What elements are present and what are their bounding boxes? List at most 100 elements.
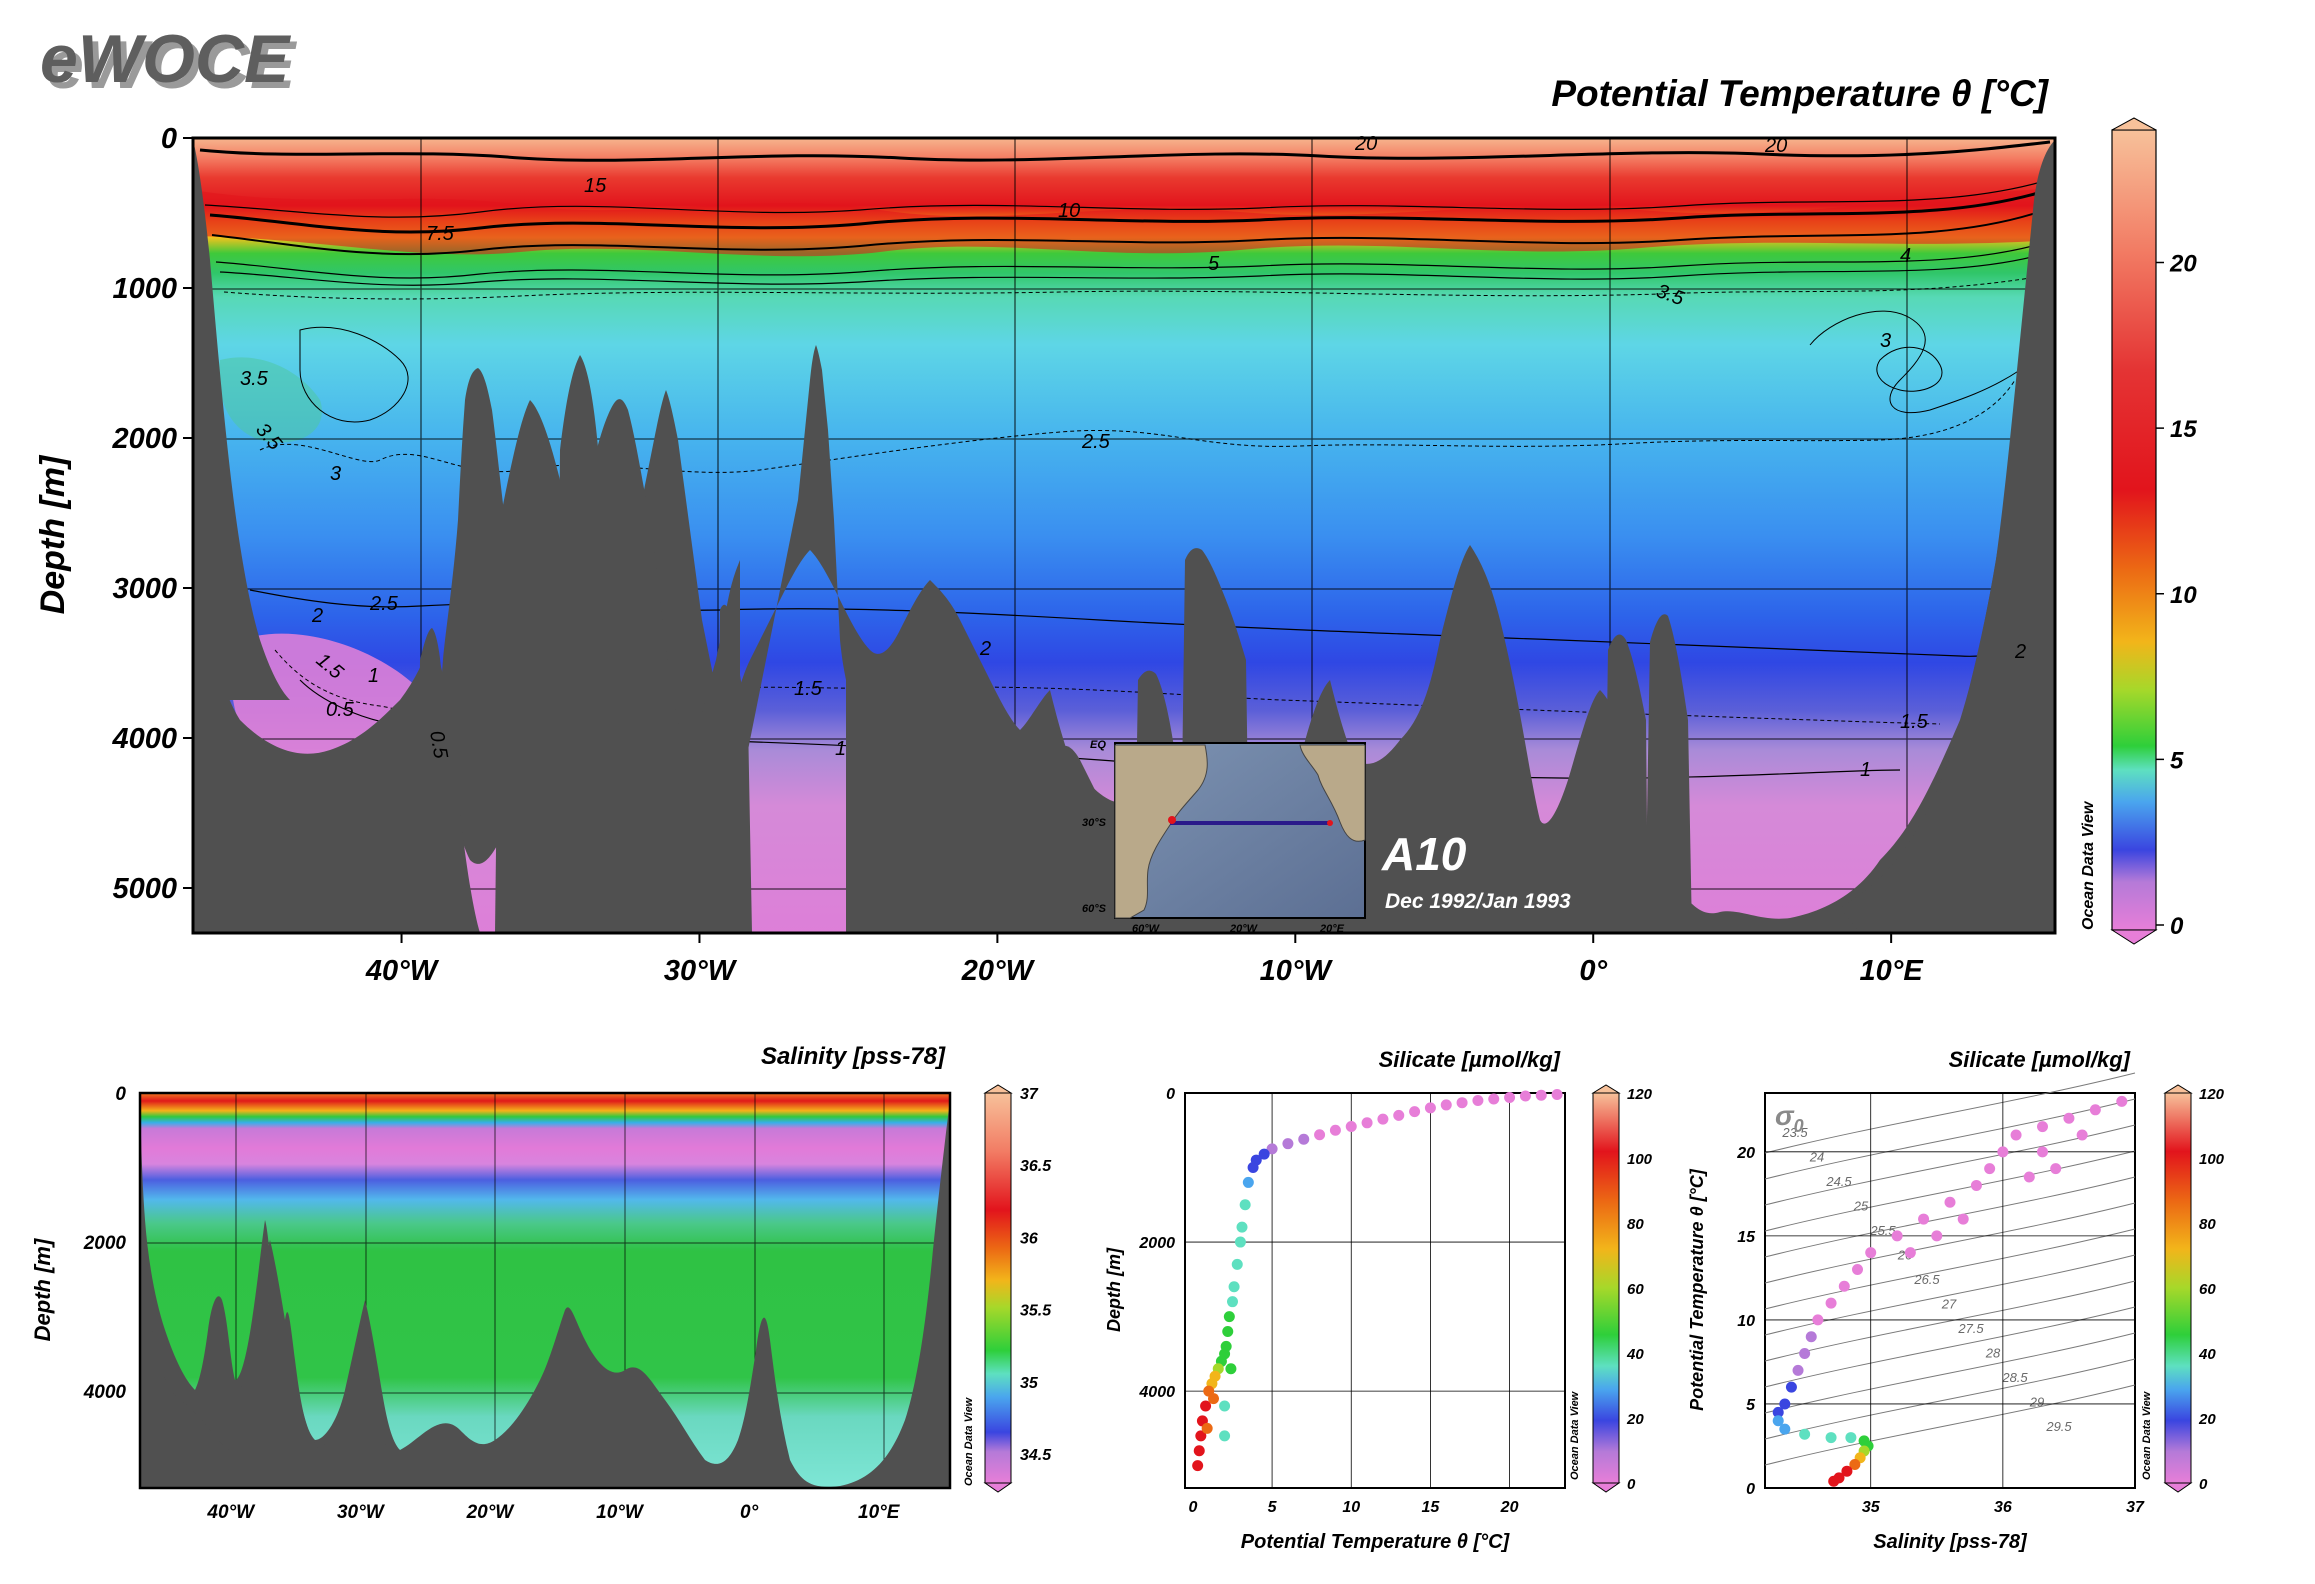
scatter2-colorbar-tick-label: 120 <box>2199 1086 2225 1103</box>
isopycnal-line <box>1764 1176 2136 1258</box>
scatter2-point <box>1772 1415 1784 1427</box>
scatter2-point <box>1825 1297 1837 1309</box>
salinity-colorbar: 34.5 35 35.5 36 36.5 37 Ocean Data View <box>963 1084 1052 1493</box>
scatter2-point <box>1931 1230 1943 1242</box>
isopycnal-line <box>1764 1358 2136 1440</box>
inset-track-start <box>1168 816 1176 824</box>
scatter1-point <box>1219 1400 1231 1412</box>
seafloor-seamount-3 <box>556 355 620 933</box>
scatter1-point <box>1535 1089 1547 1101</box>
isopycnal-label: 25 <box>1853 1199 1869 1214</box>
scatter2-point <box>1970 1179 1982 1191</box>
scatter2-grid <box>1765 1093 2135 1488</box>
scatter2-y-tick-label: 10 <box>1737 1313 1755 1330</box>
contour-label: 2 <box>2014 641 2026 663</box>
seafloor-seamount-7 <box>1604 634 1648 933</box>
scatter2-point <box>2050 1163 2062 1175</box>
scatter2-plot-area <box>1764 1092 2136 1489</box>
ts-diagram-scatter: Silicate [µmol/kg] 23.52424.52525.52626.… <box>1687 1047 2225 1553</box>
scatter2-point <box>1841 1465 1853 1477</box>
scatter2-point <box>1779 1423 1791 1435</box>
main-x-tick-label: 0° <box>1579 955 1607 987</box>
main-colorbar-tick-label: 20 <box>2169 251 2197 278</box>
scatter2-y-tick-label: 20 <box>1736 1145 1755 1162</box>
contour-label: 3 <box>330 463 341 485</box>
contour-label: 2 <box>311 605 323 627</box>
inset-africa <box>1299 744 1366 842</box>
scatter1-plot-area <box>1184 1092 1566 1489</box>
main-y-axis-label: Depth [m] <box>34 454 72 614</box>
scatter2-point <box>1984 1163 1996 1175</box>
salinity-y-ticks: 0 2000 4000 <box>83 1084 127 1403</box>
isopycnal-line <box>1764 1254 2136 1336</box>
isopycnal-line <box>1764 1306 2136 1388</box>
scatter2-point <box>1849 1458 1861 1470</box>
main-y-tick-label: 0 <box>161 123 177 155</box>
scatter1-point <box>1345 1121 1357 1133</box>
main-x-ticks: 40°W 30°W 20°W 10°W 0° 10°E <box>365 933 1924 987</box>
scatter2-point <box>1944 1196 1956 1208</box>
scatter1-x-tick-label: 0 <box>1188 1499 1197 1516</box>
salinity-colorbar-tick-label: 35.5 <box>1020 1303 1052 1320</box>
isopycnal-line <box>1764 1150 2136 1232</box>
main-x-tick-label: 10°E <box>1860 955 1925 987</box>
scatter1-point <box>1551 1088 1563 1100</box>
contour-label: 1.5 <box>1900 711 1929 733</box>
salinity-y-tick-label: 4000 <box>83 1382 127 1403</box>
main-colorbar-ticks: 0 5 10 15 20 <box>2156 251 2197 940</box>
scatter1-x-tick-label: 20 <box>1500 1499 1519 1516</box>
contour-label: 1.5 <box>794 678 823 700</box>
scatter1-point <box>1258 1148 1270 1160</box>
scatter2-point <box>1852 1263 1863 1275</box>
scatter1-colorbar-tick-label: 120 <box>1627 1086 1653 1103</box>
scatter2-point <box>2089 1104 2101 1116</box>
isopycnal-label: 25.5 <box>1869 1223 1896 1238</box>
brand-logo-shadow: eWOCE <box>46 27 298 103</box>
scatter2-colorbar: 0 20 40 60 80 100 120 Ocean Data View <box>2141 1084 2225 1493</box>
scatter1-point <box>1231 1258 1243 1270</box>
contour-label: 7.5 <box>426 223 455 245</box>
brand-logo: eWOCE <box>40 21 292 97</box>
scatter1-point <box>1424 1102 1436 1114</box>
scatter2-point <box>1845 1432 1857 1444</box>
scatter1-point <box>1193 1445 1205 1457</box>
scatter1-y-tick-label: 0 <box>1166 1086 1175 1103</box>
scatter2-y-ticks: 0 5 10 15 20 <box>1736 1145 1756 1498</box>
scatter2-x-axis-label: Salinity [pss-78] <box>1873 1531 2028 1553</box>
scatter1-point <box>1298 1133 1310 1145</box>
main-temperature-section: Potential Temperature θ [°C] <box>34 73 2197 987</box>
scatter1-point <box>1361 1117 1373 1129</box>
salinity-colorbar-tick-label: 34.5 <box>1020 1447 1052 1464</box>
scatter1-point <box>1472 1094 1484 1106</box>
salinity-frame <box>138 1091 952 1490</box>
isopycnal-line <box>1764 1202 2136 1284</box>
isopycnal-label: 28 <box>1985 1346 2001 1361</box>
main-colorbar-label: Ocean Data View <box>2080 800 2097 930</box>
main-y-ticks: 0 1000 2000 3000 4000 5000 <box>111 123 193 905</box>
scatter1-point <box>1519 1090 1531 1102</box>
scatter1-point <box>1227 1296 1238 1308</box>
salinity-tongue-west <box>219 357 322 443</box>
temperature-contours <box>199 140 2051 779</box>
salinity-x-tick-label: 10°E <box>858 1502 901 1523</box>
scatter2-point <box>1997 1146 2009 1158</box>
seafloor-seamount-4 <box>716 604 752 933</box>
inset-south-america <box>1114 744 1208 919</box>
salinity-y-tick-label: 2000 <box>83 1233 127 1254</box>
scatter1-point <box>1242 1176 1254 1188</box>
contour-label: 0.5 <box>326 699 355 721</box>
isopycnal-line <box>1764 1228 2136 1310</box>
scatter2-point <box>2023 1171 2035 1183</box>
scatter1-x-tick-label: 15 <box>1422 1499 1441 1516</box>
scatter1-point <box>1225 1363 1237 1375</box>
scatter1-point <box>1195 1430 1207 1442</box>
scatter2-points <box>1772 1095 2128 1487</box>
scatter1-x-ticks: 0 5 10 15 20 <box>1188 1499 1518 1516</box>
scatter2-y-axis-label: Potential Temperature θ [°C] <box>1687 1168 1707 1411</box>
isopycnal-label: 28.5 <box>2001 1370 2028 1385</box>
scatter1-point <box>1456 1097 1468 1109</box>
scatter1-point <box>1282 1138 1294 1150</box>
salinity-x-tick-label: 30°W <box>337 1502 386 1523</box>
